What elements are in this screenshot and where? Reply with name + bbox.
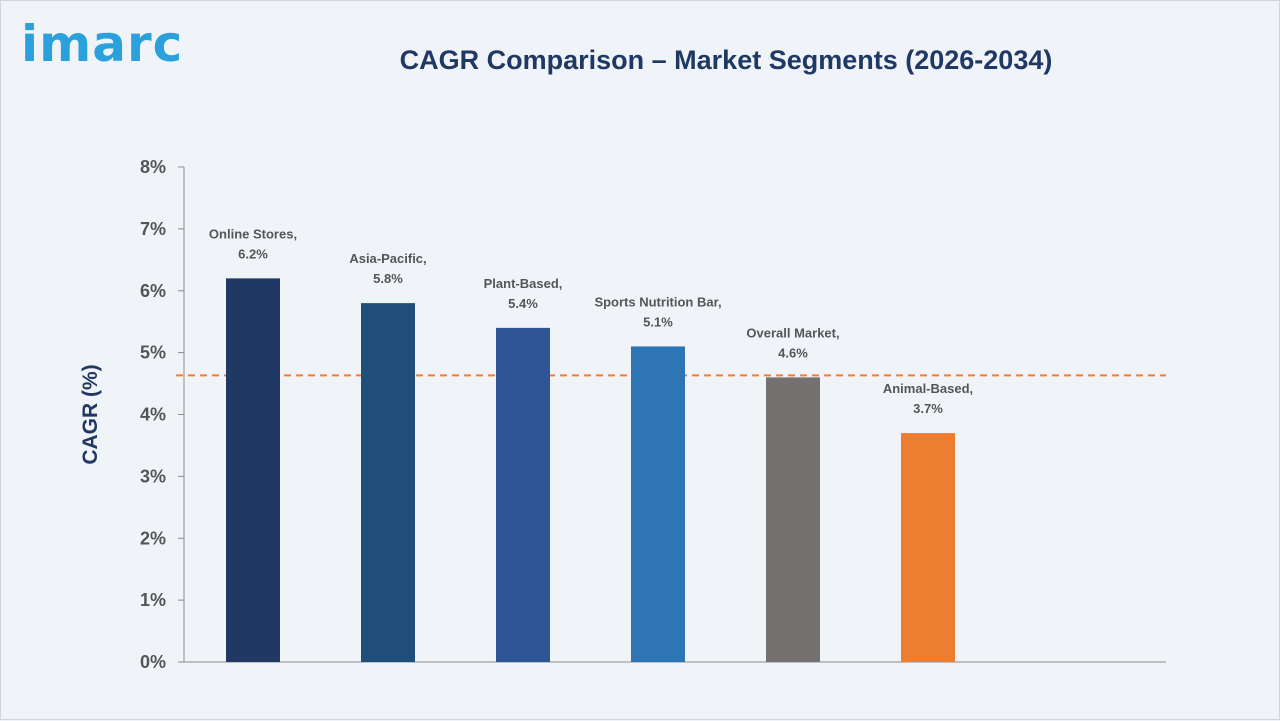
bar-2 — [496, 327, 550, 662]
data-label-2: Plant-Based, 5.4% — [484, 276, 563, 311]
y-tick-label: 4% — [140, 405, 166, 425]
y-tick-label: 1% — [140, 590, 166, 610]
imarc-logo: imarc — [21, 15, 184, 73]
y-tick-label: 2% — [140, 528, 166, 548]
data-label-4: Overall Market, 4.6% — [746, 325, 839, 360]
data-label-0: Online Stores, 6.2% — [209, 226, 297, 261]
data-label-3: Sports Nutrition Bar, 5.1% — [594, 294, 721, 329]
bar-0 — [226, 278, 280, 662]
bar-4 — [766, 377, 820, 662]
data-label-5: Animal-Based, 3.7% — [883, 381, 973, 416]
y-tick-label: 5% — [140, 343, 166, 363]
bar-3 — [631, 346, 685, 662]
y-tick-label: 7% — [140, 219, 166, 239]
y-axis-label: CAGR (%) — [79, 364, 102, 464]
y-tick-label: 6% — [140, 281, 166, 301]
data-label-1: Asia-Pacific, 5.8% — [349, 251, 426, 286]
y-tick-label: 8% — [140, 157, 166, 177]
chart-title: CAGR Comparison – Market Segments (2026-… — [399, 45, 1053, 75]
chart-bars — [226, 278, 955, 662]
bar-1 — [361, 303, 415, 662]
y-tick-label: 3% — [140, 466, 166, 486]
bar-5 — [901, 433, 955, 662]
chart-data-labels: Online Stores, 6.2% Asia-Pacific, 5.8% Plant… — [209, 226, 973, 416]
y-tick-label: 0% — [140, 652, 166, 672]
